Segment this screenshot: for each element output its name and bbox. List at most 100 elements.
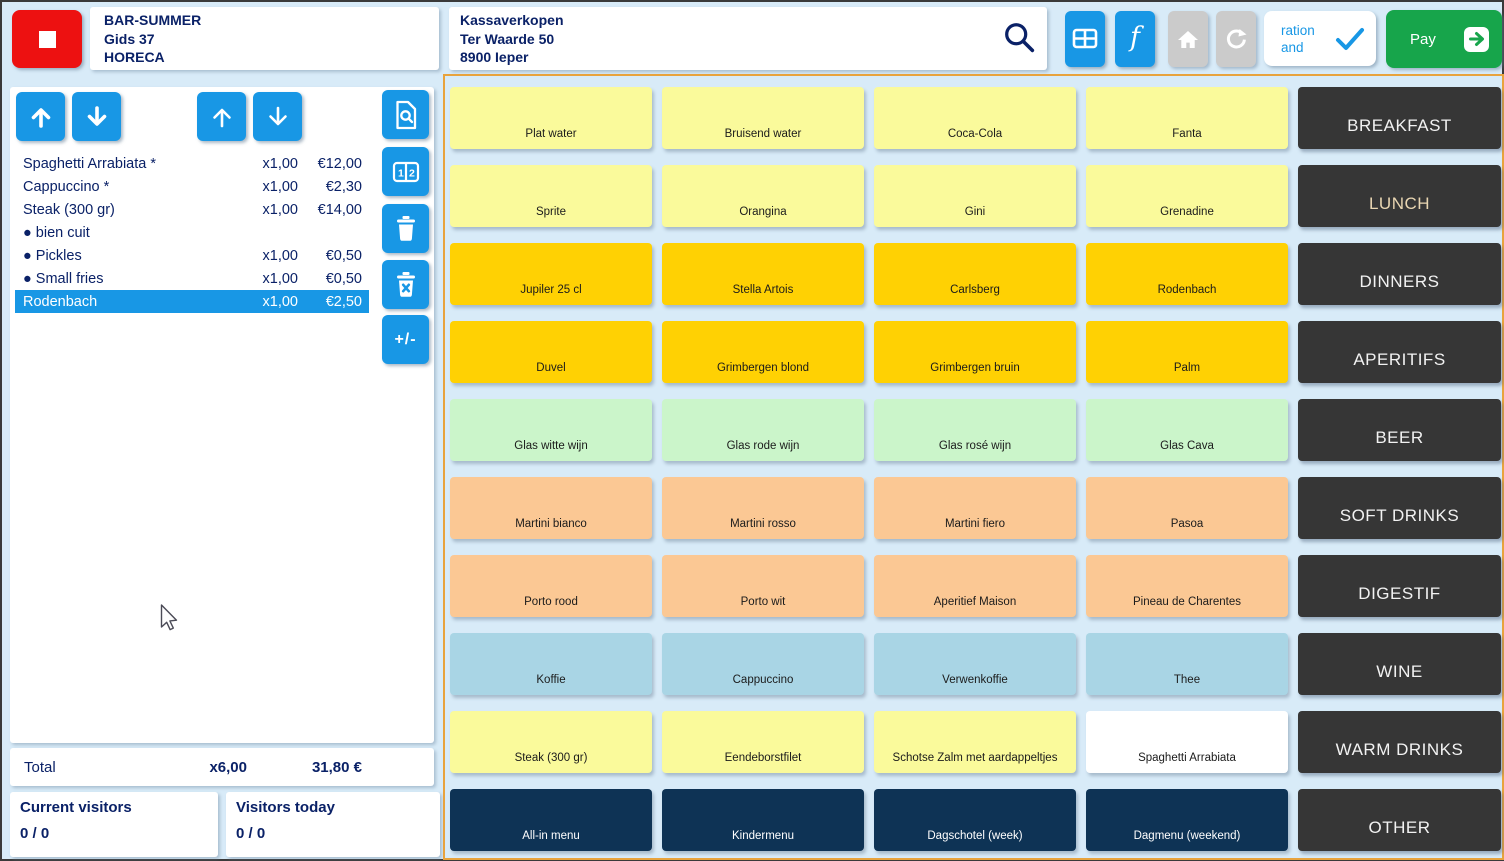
store-name: BAR-SUMMER — [104, 12, 202, 28]
category-label: WARM DRINKS — [1335, 740, 1464, 759]
category-button-wine[interactable]: WINE — [1298, 633, 1501, 695]
product-tile-martini-bianco[interactable]: Martini bianco — [450, 477, 652, 539]
product-tile-glas-cava[interactable]: Glas Cava — [1086, 399, 1288, 461]
product-tile-grimbergen-blond[interactable]: Grimbergen blond — [662, 321, 864, 383]
product-tile-stella-artois[interactable]: Stella Artois — [662, 243, 864, 305]
product-tile-verwenkoffie[interactable]: Verwenkoffie — [874, 633, 1076, 695]
category-button-other[interactable]: OTHER — [1298, 789, 1501, 851]
product-tile-dagschotel-week[interactable]: Dagschotel (week) — [874, 789, 1076, 851]
functions-button[interactable]: f — [1115, 11, 1155, 67]
product-tile-martini-fiero[interactable]: Martini fiero — [874, 477, 1076, 539]
product-tile-fanta[interactable]: Fanta — [1086, 87, 1288, 149]
move-item-down-button[interactable] — [72, 92, 121, 141]
order-item-row[interactable]: Spaghetti Arrabiata * x1,00 €12,00 — [15, 152, 369, 175]
product-tile-coca-cola[interactable]: Coca-Cola — [874, 87, 1076, 149]
scroll-down-button[interactable] — [253, 92, 302, 141]
order-item-name: ● Pickles — [23, 247, 82, 264]
product-tile-eendeborstfilet[interactable]: Eendeborstfilet — [662, 711, 864, 773]
product-tile-plat-water[interactable]: Plat water — [450, 87, 652, 149]
product-tile-label: Schotse Zalm met aardappeltjes — [892, 752, 1058, 764]
stop-button[interactable] — [12, 10, 82, 68]
product-tile-glas-rode-wijn[interactable]: Glas rode wijn — [662, 399, 864, 461]
product-tile-label: Duvel — [536, 362, 566, 374]
product-tile-carlsberg[interactable]: Carlsberg — [874, 243, 1076, 305]
category-button-warm-drinks[interactable]: WARM DRINKS — [1298, 711, 1501, 773]
current-visitors-card: Current visitors 0 / 0 — [10, 792, 218, 857]
scroll-up-icon — [212, 108, 231, 127]
product-tile-dagmenu-weekend[interactable]: Dagmenu (weekend) — [1086, 789, 1288, 851]
pay-button[interactable]: Pay — [1386, 10, 1502, 68]
category-button-soft-drinks[interactable]: SOFT DRINKS — [1298, 477, 1501, 539]
product-tile-kindermenu[interactable]: Kindermenu — [662, 789, 864, 851]
product-tile-schotse-zalm[interactable]: Schotse Zalm met aardappeltjes — [874, 711, 1076, 773]
product-tile-palm[interactable]: Palm — [1086, 321, 1288, 383]
register-info-panel: Kassaverkopen Ter Waarde 50 8900 Ieper — [449, 7, 1047, 70]
category-button-aperitifs[interactable]: APERITIFS — [1298, 321, 1501, 383]
product-tile-label: Dagschotel (week) — [927, 830, 1023, 842]
product-tile-label: Verwenkoffie — [942, 674, 1008, 686]
refresh-button[interactable] — [1216, 11, 1256, 67]
product-tile-grenadine[interactable]: Grenadine — [1086, 165, 1288, 227]
product-tile-label: Eendeborstfilet — [724, 752, 802, 764]
product-tile-label: Steak (300 gr) — [514, 752, 588, 764]
product-tile-label: Aperitief Maison — [933, 596, 1017, 608]
product-tile-steak[interactable]: Steak (300 gr) — [450, 711, 652, 773]
product-tile-all-in-menu[interactable]: All-in menu — [450, 789, 652, 851]
product-tile-porto-wit[interactable]: Porto wit — [662, 555, 864, 617]
order-item-name: Spaghetti Arrabiata * — [23, 155, 157, 172]
order-item-row[interactable]: ● Small fries x1,00 €0,50 — [15, 267, 369, 290]
table-layout-button[interactable] — [1065, 11, 1105, 67]
product-tile-label: Cappuccino — [732, 674, 794, 686]
category-button-dinners[interactable]: DINNERS — [1298, 243, 1501, 305]
product-tile-glas-witte-wijn[interactable]: Glas witte wijn — [450, 399, 652, 461]
product-tile-label: Stella Artois — [732, 284, 794, 296]
product-tile-cappuccino[interactable]: Cappuccino — [662, 633, 864, 695]
store-info-panel: BAR-SUMMER Gids 37 HORECA — [90, 7, 439, 70]
order-item-row[interactable]: ● bien cuit — [15, 221, 369, 244]
product-tile-aperitief-maison[interactable]: Aperitief Maison — [874, 555, 1076, 617]
category-button-lunch[interactable]: LUNCH — [1298, 165, 1501, 227]
product-tile-sprite[interactable]: Sprite — [450, 165, 652, 227]
scroll-up-button[interactable] — [197, 92, 246, 141]
order-item-row[interactable]: Steak (300 gr) x1,00 €14,00 — [15, 198, 369, 221]
product-tile-label: Kindermenu — [731, 830, 794, 842]
product-tile-bruisend-water[interactable]: Bruisend water — [662, 87, 864, 149]
category-label: OTHER — [1368, 818, 1431, 837]
product-tile-martini-rosso[interactable]: Martini rosso — [662, 477, 864, 539]
product-tile-label: Sprite — [535, 206, 567, 218]
category-label: LUNCH — [1368, 194, 1431, 213]
order-item-row[interactable]: ● Pickles x1,00 €0,50 — [15, 244, 369, 267]
product-tile-koffie[interactable]: Koffie — [450, 633, 652, 695]
product-tile-gini[interactable]: Gini — [874, 165, 1076, 227]
order-item-row-selected[interactable]: Rodenbach x1,00 €2,50 — [15, 290, 369, 313]
registration-toggle-button[interactable]: ration and — [1264, 11, 1376, 66]
category-button-beer[interactable]: BEER — [1298, 399, 1501, 461]
product-tile-duvel[interactable]: Duvel — [450, 321, 652, 383]
category-button-breakfast[interactable]: BREAKFAST — [1298, 87, 1501, 149]
split-bill-button[interactable]: 1 2 — [382, 147, 429, 196]
product-tile-spaghetti-arrabiata[interactable]: Spaghetti Arrabiata — [1086, 711, 1288, 773]
product-tile-porto-rood[interactable]: Porto rood — [450, 555, 652, 617]
search-order-button[interactable] — [382, 90, 429, 139]
product-tile-thee[interactable]: Thee — [1086, 633, 1288, 695]
move-item-up-button[interactable] — [16, 92, 65, 141]
product-tile-orangina[interactable]: Orangina — [662, 165, 864, 227]
order-item-qty: x1,00 — [262, 293, 298, 310]
function-icon: f — [1130, 21, 1140, 53]
order-item-row[interactable]: Cappuccino * x1,00 €2,30 — [15, 175, 369, 198]
plus-minus-button[interactable]: +/- — [382, 315, 429, 364]
delete-all-button[interactable] — [382, 260, 429, 309]
product-tile-pasoa[interactable]: Pasoa — [1086, 477, 1288, 539]
product-tile-rodenbach[interactable]: Rodenbach — [1086, 243, 1288, 305]
product-tile-pineau-de-charentes[interactable]: Pineau de Charentes — [1086, 555, 1288, 617]
product-tile-jupiler[interactable]: Jupiler 25 cl — [450, 243, 652, 305]
search-icon[interactable] — [1001, 20, 1039, 58]
home-button[interactable] — [1168, 11, 1208, 67]
product-tile-grimbergen-bruin[interactable]: Grimbergen bruin — [874, 321, 1076, 383]
refresh-icon — [1227, 29, 1247, 49]
product-tile-glas-rose-wijn[interactable]: Glas rosé wijn — [874, 399, 1076, 461]
delete-item-button[interactable] — [382, 204, 429, 253]
product-tile-label: Glas Cava — [1160, 440, 1214, 452]
category-button-digestif[interactable]: DIGESTIF — [1298, 555, 1501, 617]
